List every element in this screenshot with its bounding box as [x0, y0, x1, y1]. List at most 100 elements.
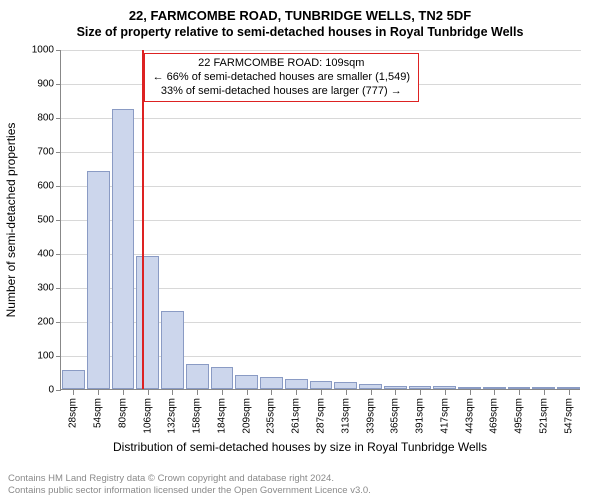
xtick-label: 235sqm: [266, 398, 277, 434]
page-title-2: Size of property relative to semi-detach…: [0, 23, 600, 39]
xtick-mark: [123, 390, 124, 395]
gridline: [61, 186, 581, 187]
xtick-mark: [544, 390, 545, 395]
ytick-mark: [56, 390, 61, 391]
ytick-label: 200: [24, 317, 54, 328]
bar: [260, 377, 283, 389]
ytick-label: 400: [24, 249, 54, 260]
xtick-mark: [519, 390, 520, 395]
ytick-label: 300: [24, 283, 54, 294]
bar: [334, 382, 357, 389]
bar: [384, 386, 407, 389]
ytick-mark: [56, 118, 61, 119]
xtick-mark: [395, 390, 396, 395]
xtick-mark: [296, 390, 297, 395]
xtick-label: 158sqm: [192, 398, 203, 434]
gridline: [61, 50, 581, 51]
bar: [285, 379, 308, 389]
xtick-mark: [569, 390, 570, 395]
ytick-label: 1000: [24, 45, 54, 56]
xtick-mark: [197, 390, 198, 395]
xtick-mark: [470, 390, 471, 395]
xtick-label: 443sqm: [464, 398, 475, 434]
xtick-mark: [172, 390, 173, 395]
xtick-label: 106sqm: [142, 398, 153, 434]
page-title-1: 22, FARMCOMBE ROAD, TUNBRIDGE WELLS, TN2…: [0, 0, 600, 23]
ytick-mark: [56, 186, 61, 187]
xtick-label: 209sqm: [241, 398, 252, 434]
info-line-2: ← 66% of semi-detached houses are smalle…: [153, 71, 410, 85]
marker-info-box: 22 FARMCOMBE ROAD: 109sqm ← 66% of semi-…: [144, 53, 419, 102]
bar: [310, 381, 333, 390]
xtick-label: 313sqm: [340, 398, 351, 434]
xtick-mark: [98, 390, 99, 395]
bar: [186, 364, 209, 390]
ytick-label: 800: [24, 113, 54, 124]
xtick-mark: [321, 390, 322, 395]
bar: [62, 370, 85, 389]
ytick-label: 0: [24, 385, 54, 396]
xtick-label: 469sqm: [489, 398, 500, 434]
xtick-mark: [494, 390, 495, 395]
xtick-mark: [371, 390, 372, 395]
bar: [87, 171, 110, 389]
xtick-mark: [222, 390, 223, 395]
gridline: [61, 254, 581, 255]
bar: [433, 386, 456, 389]
xtick-label: 287sqm: [316, 398, 327, 434]
ytick-mark: [56, 84, 61, 85]
footer-attribution: Contains HM Land Registry data © Crown c…: [8, 473, 371, 496]
xtick-label: 80sqm: [117, 398, 128, 428]
ytick-label: 500: [24, 215, 54, 226]
ytick-mark: [56, 322, 61, 323]
ytick-mark: [56, 152, 61, 153]
ytick-mark: [56, 356, 61, 357]
xtick-label: 547sqm: [563, 398, 574, 434]
xtick-label: 28sqm: [68, 398, 79, 428]
bar: [508, 387, 531, 389]
property-size-chart: 22, FARMCOMBE ROAD, TUNBRIDGE WELLS, TN2…: [0, 0, 600, 500]
xtick-mark: [445, 390, 446, 395]
bar: [112, 109, 135, 390]
ytick-mark: [56, 50, 61, 51]
info-line-1: 22 FARMCOMBE ROAD: 109sqm: [153, 57, 410, 71]
chart-area: 28sqm54sqm80sqm106sqm132sqm158sqm184sqm2…: [60, 50, 580, 390]
xtick-mark: [148, 390, 149, 395]
ytick-mark: [56, 254, 61, 255]
y-axis-label: Number of semi-detached properties: [4, 123, 18, 318]
footer-line-2: Contains public sector information licen…: [8, 485, 371, 496]
bar: [235, 375, 258, 389]
xtick-label: 132sqm: [167, 398, 178, 434]
ytick-label: 700: [24, 147, 54, 158]
xtick-mark: [73, 390, 74, 395]
x-axis-label: Distribution of semi-detached houses by …: [0, 440, 600, 454]
footer-line-1: Contains HM Land Registry data © Crown c…: [8, 473, 371, 484]
info-line-3: 33% of semi-detached houses are larger (…: [153, 85, 410, 99]
xtick-label: 365sqm: [390, 398, 401, 434]
ytick-label: 900: [24, 79, 54, 90]
xtick-label: 184sqm: [216, 398, 227, 434]
xtick-mark: [271, 390, 272, 395]
xtick-label: 261sqm: [291, 398, 302, 434]
bar: [161, 311, 184, 389]
xtick-label: 417sqm: [439, 398, 450, 434]
xtick-mark: [420, 390, 421, 395]
xtick-label: 391sqm: [415, 398, 426, 434]
bar: [359, 384, 382, 389]
bar: [483, 387, 506, 389]
bar: [557, 387, 580, 389]
xtick-mark: [346, 390, 347, 395]
bar: [136, 256, 159, 389]
xtick-label: 495sqm: [514, 398, 525, 434]
bar: [211, 367, 234, 389]
xtick-label: 54sqm: [93, 398, 104, 428]
xtick-mark: [247, 390, 248, 395]
ytick-mark: [56, 288, 61, 289]
gridline: [61, 118, 581, 119]
gridline: [61, 152, 581, 153]
bar: [409, 386, 432, 389]
gridline: [61, 220, 581, 221]
xtick-label: 339sqm: [365, 398, 376, 434]
ytick-label: 100: [24, 351, 54, 362]
ytick-label: 600: [24, 181, 54, 192]
